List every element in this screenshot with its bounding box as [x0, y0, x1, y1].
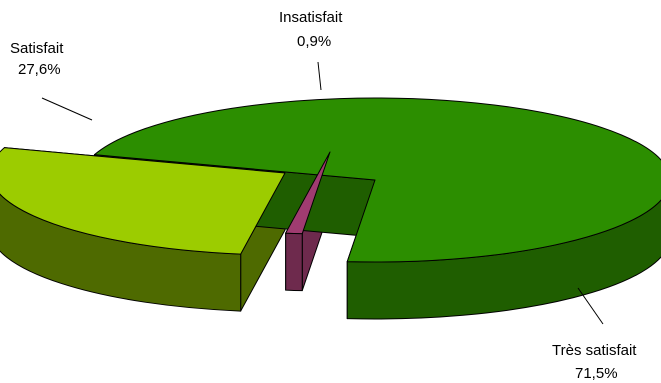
- leader-line-insatisfait: [317, 61, 322, 91]
- leader-line-satisfait: [41, 97, 93, 121]
- label-insatisfait-value: 0,9%: [297, 33, 331, 50]
- label-tres-satisfait-value: 71,5%: [575, 365, 618, 382]
- label-satisfait-name: Satisfait: [10, 40, 64, 57]
- slice-outer-wall-insatisfait: [285, 232, 303, 292]
- slice-tres-satisfait: [93, 97, 661, 263]
- slice-satisfait: [0, 147, 286, 255]
- label-insatisfait-name: Insatisfait: [279, 9, 343, 26]
- label-tres-satisfait-name: Très satisfait: [552, 342, 637, 359]
- leader-line-tres-satisfait: [577, 287, 604, 325]
- slice-insatisfait: [285, 151, 331, 235]
- slice-tops: [0, 97, 661, 263]
- label-satisfait-value: 27,6%: [18, 61, 61, 78]
